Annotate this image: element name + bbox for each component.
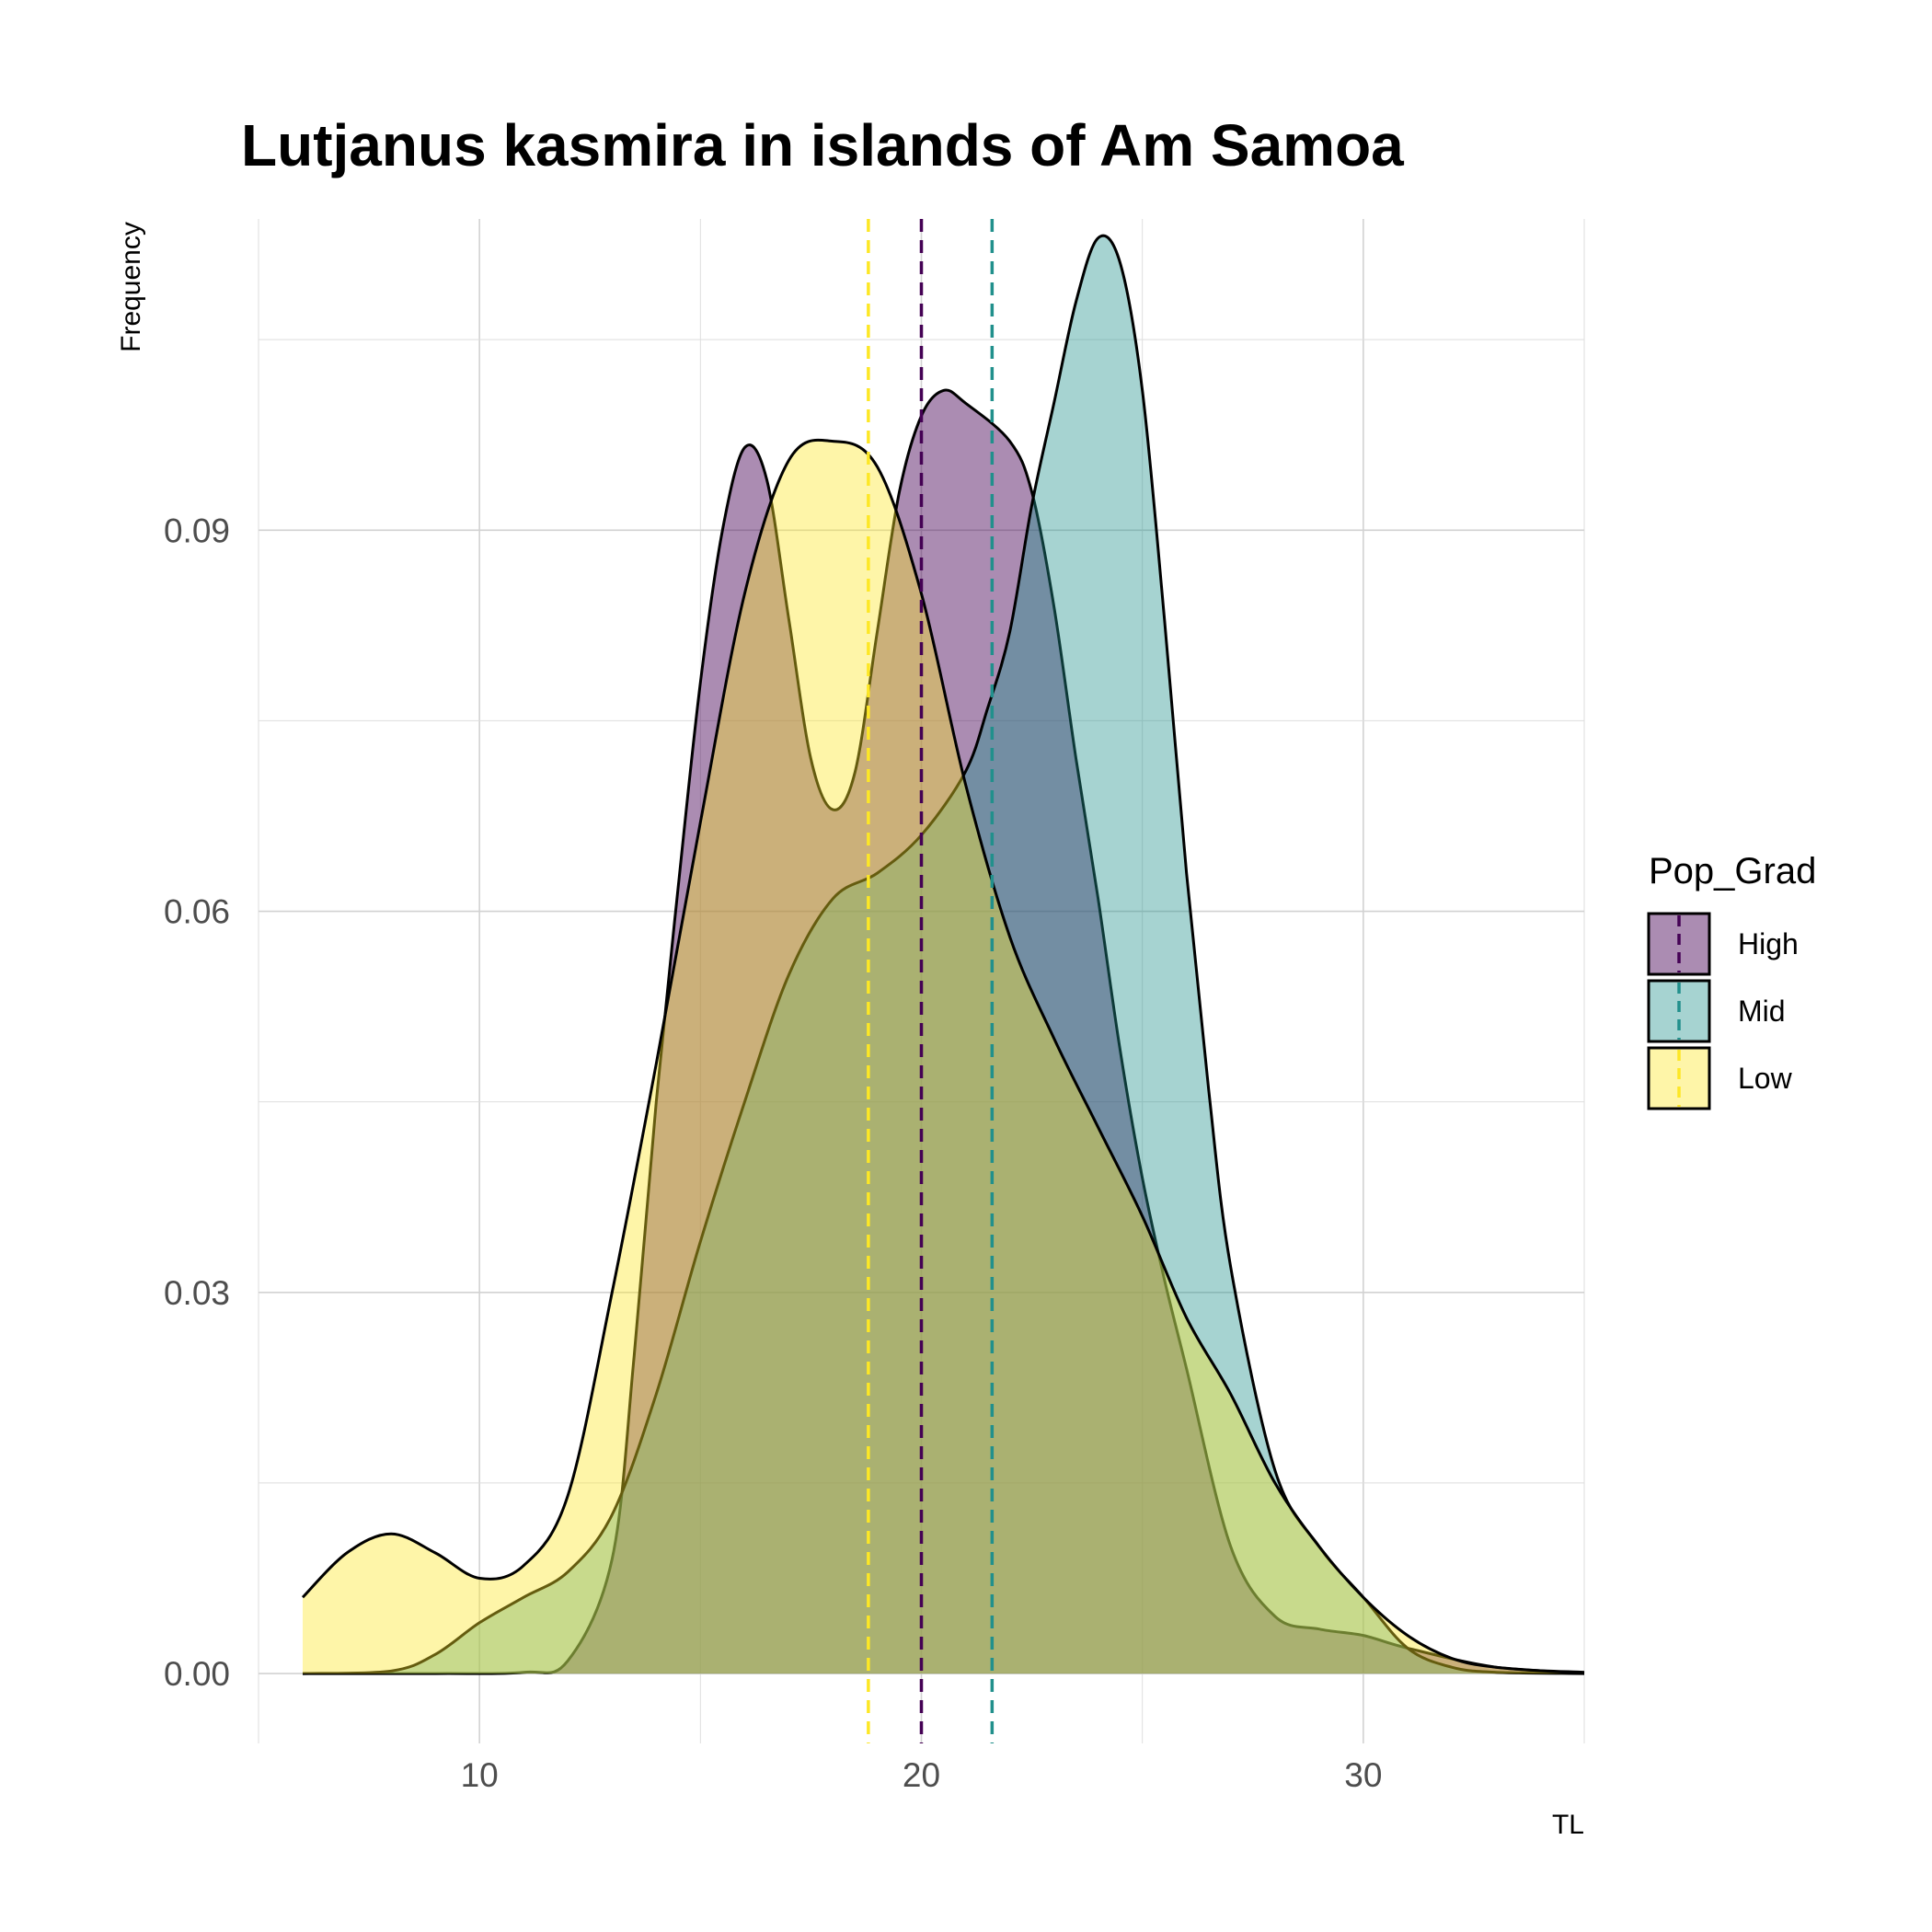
legend-title: Pop_Grad	[1649, 851, 1816, 891]
x-tick-labels: 10 20 30	[461, 1756, 1383, 1794]
legend-label: Mid	[1738, 995, 1786, 1028]
x-tick-label: 10	[461, 1756, 499, 1794]
x-tick-label: 30	[1344, 1756, 1382, 1794]
density-outline-high	[302, 388, 1585, 1675]
y-tick-label: 0.03	[164, 1274, 230, 1312]
x-tick-label: 20	[903, 1756, 940, 1794]
y-tick-labels: 0.00 0.03 0.06 0.09	[164, 512, 230, 1693]
y-tick-label: 0.09	[164, 512, 230, 549]
density-area-high	[303, 389, 1584, 1674]
chart-title: Lutjanus kasmira in islands of Am Samoa	[241, 112, 1404, 178]
legend-label: High	[1738, 927, 1799, 960]
mean-lines	[867, 219, 995, 1743]
density-area-mid	[303, 236, 1584, 1674]
x-axis-label: TL	[1552, 1810, 1584, 1840]
density-outline-low	[301, 438, 1585, 1675]
density-outline-mid	[302, 234, 1585, 1675]
legend: Pop_Grad High Mid Low	[1647, 851, 1816, 1110]
density-areas	[301, 234, 1585, 1675]
y-tick-label: 0.00	[164, 1655, 230, 1693]
grid-lines	[258, 219, 1585, 1743]
density-area-low	[303, 440, 1584, 1674]
y-axis-label: Frequency	[116, 222, 146, 352]
legend-label: Low	[1738, 1062, 1793, 1095]
y-tick-label: 0.06	[164, 893, 230, 931]
